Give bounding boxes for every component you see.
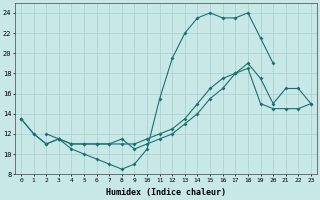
- X-axis label: Humidex (Indice chaleur): Humidex (Indice chaleur): [106, 188, 226, 197]
